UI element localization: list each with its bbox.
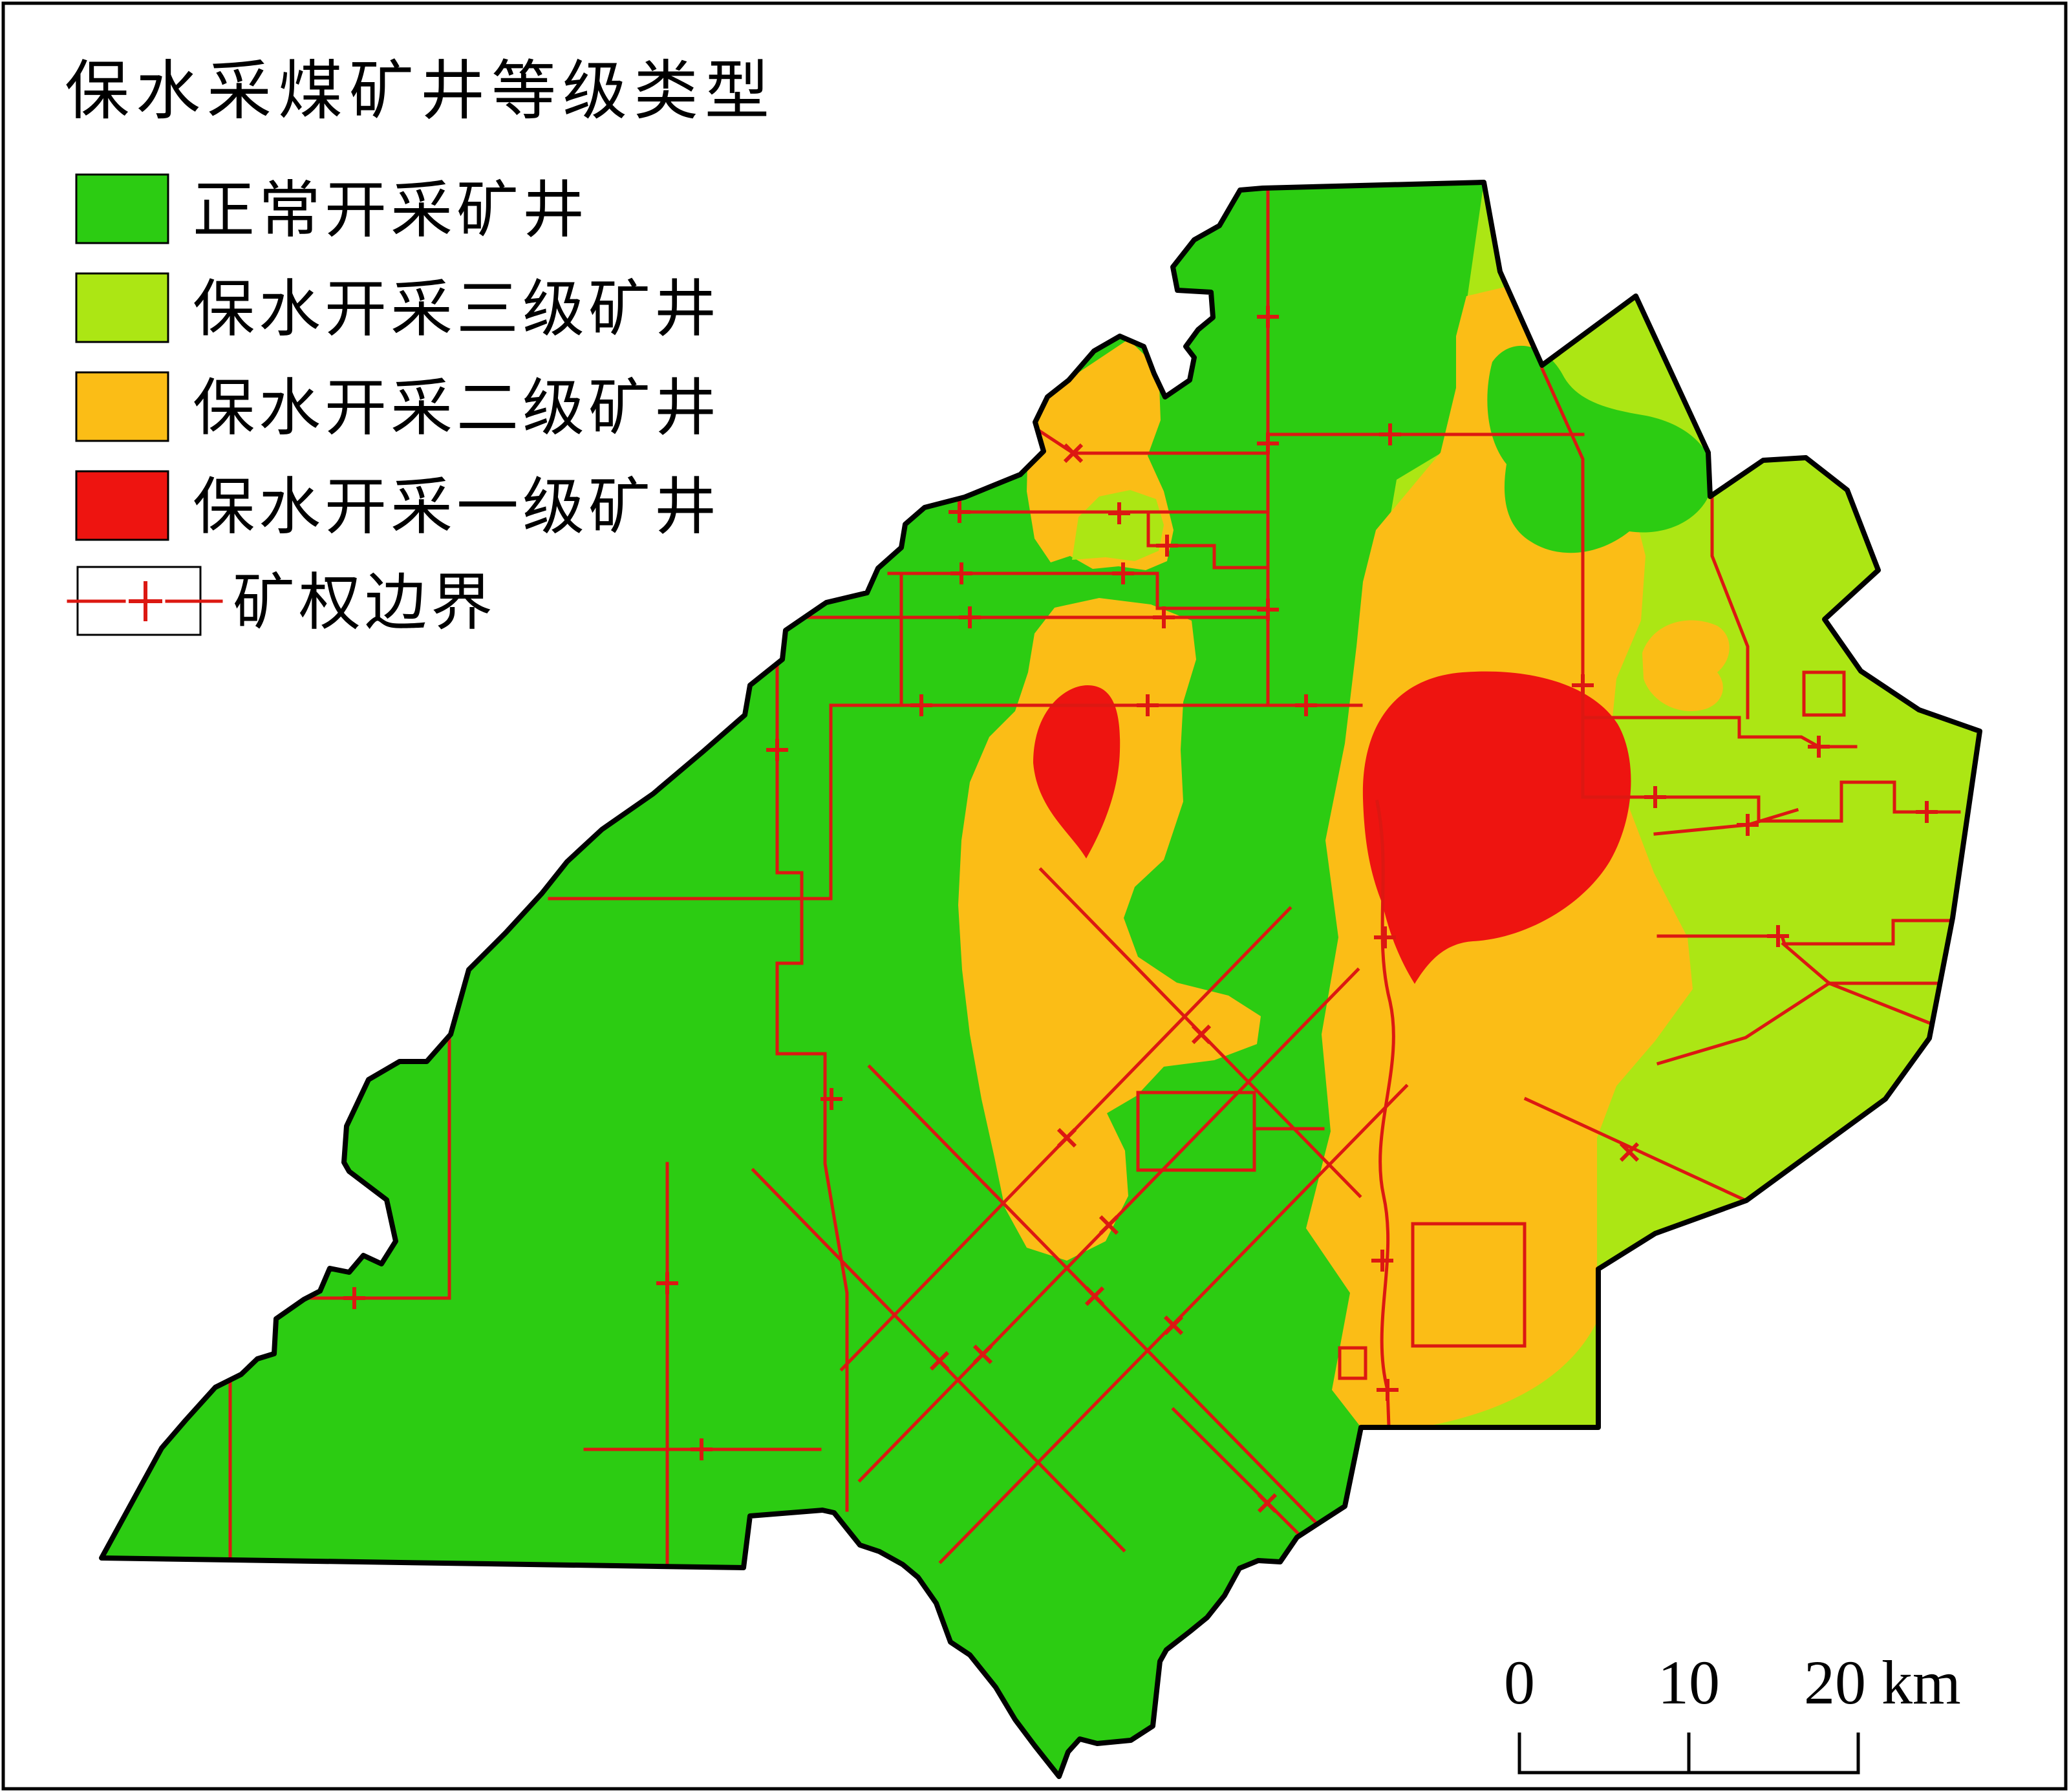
region-green-enclave (1487, 345, 1714, 553)
legend: 正常开采矿井 保水开采三级矿井 保水开采二级矿井 保水开采一级矿井 矿权边界 (67, 173, 720, 637)
region-green-enclave-small (1746, 385, 1808, 423)
region-grade3-patch (1072, 490, 1164, 561)
region-grade2-small-blob (1642, 620, 1730, 712)
legend-item-normal: 正常开采矿井 (75, 173, 588, 245)
legend-boundary-line-symbol (67, 581, 223, 621)
legend-label-grade1: 保水开采一级矿井 (193, 473, 720, 542)
scale-bar-ruler (1517, 1733, 1860, 1775)
legend-item-grade3: 保水开采三级矿井 (75, 272, 720, 344)
legend-label-grade3: 保水开采三级矿井 (193, 275, 720, 344)
legend-label-normal: 正常开采矿井 (193, 176, 588, 245)
boundary-cross-ticks (929, 443, 1640, 1513)
scale-bar: 0 10 20 km (1504, 1648, 1961, 1775)
legend-swatch-grade2 (75, 371, 169, 442)
scale-label-10: 10 (1658, 1648, 1720, 1717)
scale-label-0: 0 (1504, 1648, 1535, 1717)
legend-item-grade1: 保水开采一级矿井 (75, 470, 720, 542)
region-grade1-large (1362, 671, 1631, 984)
region-grade1-small (1033, 685, 1120, 859)
legend-label-boundary: 矿权边界 (233, 568, 497, 637)
map-title: 保水采煤矿井等级类型 (65, 56, 776, 127)
region-grade3-southeast (1420, 1319, 1598, 1427)
legend-item-grade2: 保水开采二级矿井 (75, 371, 720, 443)
legend-swatch-grade1 (75, 470, 169, 541)
legend-label-grade2: 保水开采二级矿井 (193, 374, 720, 443)
legend-item-boundary: 矿权边界 (67, 566, 497, 637)
legend-swatch-normal (75, 173, 169, 244)
legend-swatch-grade3 (75, 272, 169, 343)
scale-label-20km: 20 km (1804, 1648, 1961, 1717)
